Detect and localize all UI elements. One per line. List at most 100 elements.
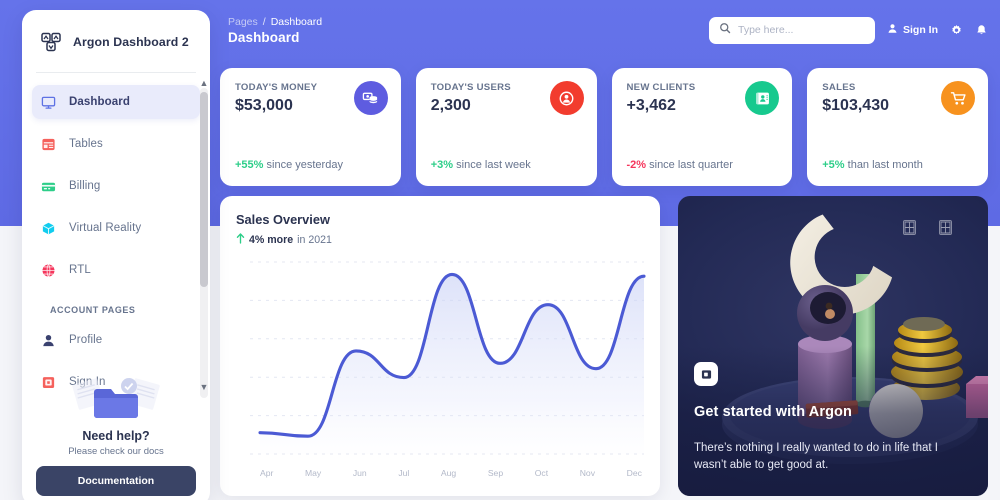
page-title: Dashboard <box>228 29 300 45</box>
sidebar-item-virtual-reality[interactable]: Virtual Reality <box>32 211 200 245</box>
stat-label: SALES <box>822 82 856 93</box>
user-icon <box>887 23 898 37</box>
chart-x-label: Dec <box>626 468 642 478</box>
stat-delta-text: than last month <box>847 158 923 171</box>
stat-delta: +3% <box>430 158 454 171</box>
sales-overview-title: Sales Overview <box>236 212 330 227</box>
chart-x-label: Apr <box>260 468 274 478</box>
chart-line <box>258 272 646 438</box>
stat-card-sales[interactable]: SALES $103,430 +5% than last month <box>807 68 988 186</box>
sidebar-item-label: RTL <box>69 264 91 276</box>
sidebar-brand-label: Argon Dashboard 2 <box>73 35 189 50</box>
chevron-down-icon[interactable]: ▼ <box>199 382 209 392</box>
promo-body: There’s nothing I really wanted to do in… <box>694 441 938 471</box>
monitor-icon <box>40 94 57 111</box>
breadcrumb-root[interactable]: Pages <box>228 15 258 28</box>
stat-card-todays-money[interactable]: TODAY'S MONEY $53,000 +55% since yesterd… <box>220 68 401 186</box>
folder-docs-icon <box>36 367 196 427</box>
sidebar-scrollbar-track[interactable] <box>200 88 208 398</box>
stat-value: +3,462 <box>626 97 676 114</box>
stat-label: NEW CLIENTS <box>626 82 696 93</box>
stat-delta-text: since yesterday <box>266 158 343 171</box>
sales-chart: Apr May Jun Jul Aug Sep Oct Nov Dec <box>228 256 652 488</box>
sidebar-item-label: Dashboard <box>69 96 130 108</box>
sidebar-help-card: Need help? Please check our docs Documen… <box>22 367 210 500</box>
sidebar-item-label: Tables <box>69 138 103 150</box>
stat-cards: TODAY'S MONEY $53,000 +55% since yesterd… <box>220 68 988 186</box>
search-input[interactable] <box>738 24 873 36</box>
stat-card-new-clients[interactable]: NEW CLIENTS +3,462 -2% since last quarte… <box>611 68 793 186</box>
image-icon[interactable] <box>694 362 718 386</box>
vr-cube-icon <box>40 220 57 237</box>
sign-in-icon <box>40 374 57 391</box>
sidebar-item-dashboard[interactable]: Dashboard <box>32 85 200 119</box>
sidebar-item-billing[interactable]: Billing <box>32 169 200 203</box>
sidebar-item-label: Billing <box>69 180 101 192</box>
stat-delta-text: since last quarter <box>649 158 733 171</box>
chart-area-fill <box>260 274 644 454</box>
stat-value: 2,300 <box>430 97 471 114</box>
sign-in-button[interactable]: Sign In <box>887 23 938 37</box>
sidebar-item-profile[interactable]: Profile <box>32 323 200 357</box>
sidebar: Argon Dashboard 2 Dashboard <box>22 10 210 500</box>
user-icon <box>40 332 57 349</box>
sidebar-section-account-pages: ACCOUNT PAGES <box>50 305 136 315</box>
stat-value: $103,430 <box>822 97 889 114</box>
stat-label: TODAY'S USERS <box>430 82 511 93</box>
search-box[interactable] <box>709 16 875 44</box>
stat-delta: +5% <box>822 158 845 171</box>
sales-trend-value: 4% more <box>249 234 294 246</box>
cart-icon <box>941 81 975 115</box>
navbar-actions: Sign In <box>709 16 988 44</box>
gear-icon[interactable] <box>950 24 963 37</box>
documentation-button[interactable]: Documentation <box>36 466 196 496</box>
contact-card-icon <box>745 81 780 115</box>
arrow-up-icon <box>236 233 245 247</box>
credit-card-icon <box>40 178 57 195</box>
promo-gradient-overlay <box>678 346 988 496</box>
chart-x-axis-labels: Apr May Jun Jul Aug Sep Oct Nov Dec <box>260 468 642 478</box>
stat-value: $53,000 <box>235 97 293 114</box>
sidebar-brand[interactable]: Argon Dashboard 2 <box>22 10 210 72</box>
chevron-up-icon[interactable]: ▲ <box>199 78 209 88</box>
help-title: Need help? <box>82 429 150 443</box>
top-navbar: Pages / Dashboard Dashboard Sign In <box>228 8 988 52</box>
sidebar-item-rtl[interactable]: RTL <box>32 253 200 287</box>
argon-logo-icon <box>38 30 64 56</box>
sales-area-chart <box>250 261 646 455</box>
bell-icon[interactable] <box>975 24 988 37</box>
chart-x-label: Jun <box>352 468 367 478</box>
sidebar-item-label: Profile <box>69 334 103 346</box>
sidebar-item-label: Virtual Reality <box>69 222 142 234</box>
stat-delta-text: since last week <box>456 158 531 171</box>
breadcrumb-separator: / <box>262 15 266 28</box>
sidebar-divider <box>36 72 196 73</box>
breadcrumb-current: Dashboard <box>270 15 323 28</box>
breadcrumb: Pages / Dashboard Dashboard <box>228 16 322 45</box>
stat-label: TODAY'S MONEY <box>235 82 318 93</box>
globe-icon <box>40 262 57 279</box>
stat-delta: -2% <box>626 158 647 171</box>
stat-card-todays-users[interactable]: TODAY'S USERS 2,300 +3% since last week <box>415 68 597 186</box>
search-icon <box>719 21 731 39</box>
sales-overview-card: Sales Overview 4% more in 2021 Apr May Jun… <box>220 196 660 496</box>
chart-x-label: Sep <box>487 468 504 478</box>
grid-icon <box>903 220 916 235</box>
sign-in-label: Sign In <box>903 24 938 36</box>
chart-x-label: Oct <box>534 468 549 478</box>
money-icon <box>353 81 388 115</box>
chart-x-label: Jul <box>398 468 410 478</box>
grid-icon <box>939 220 952 235</box>
chart-x-label: Nov <box>579 468 596 478</box>
world-user-icon <box>549 81 584 115</box>
help-subtitle: Please check our docs <box>68 446 164 457</box>
chart-x-label: Aug <box>440 468 457 478</box>
sidebar-scrollbar-thumb[interactable] <box>200 92 208 287</box>
chart-x-label: May <box>304 468 322 478</box>
sales-trend-period: in 2021 <box>297 234 332 246</box>
stat-delta: +55% <box>235 158 264 171</box>
sidebar-item-tables[interactable]: Tables <box>32 127 200 161</box>
table-icon <box>40 136 57 153</box>
promo-title: Get started with Argon <box>694 404 852 420</box>
promo-card[interactable]: Get started with Argon There’s nothing I… <box>678 196 988 496</box>
